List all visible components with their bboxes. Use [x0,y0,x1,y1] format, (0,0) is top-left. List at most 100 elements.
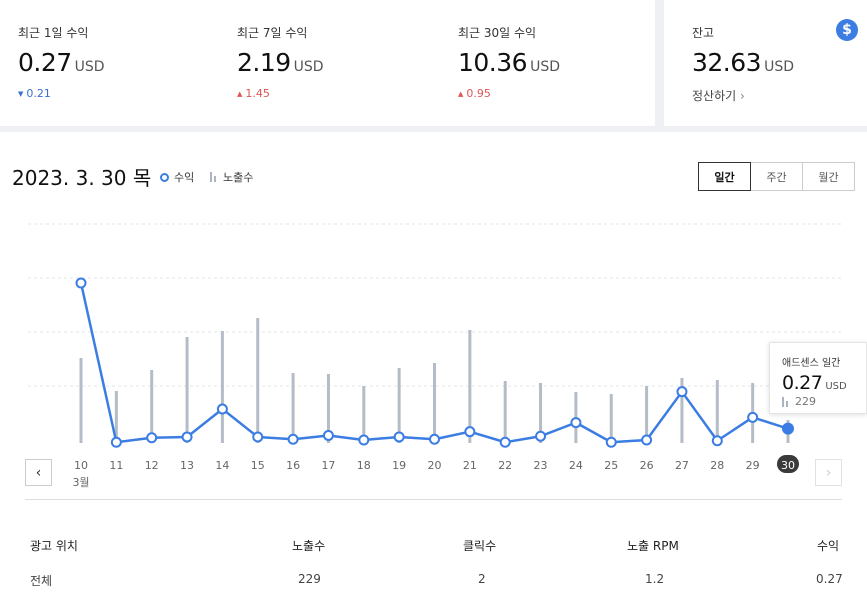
stat-unit: USD [293,59,324,75]
stat-label: 최근 1일 수익 [18,26,89,40]
x-tick-label: 11 [109,459,123,472]
x-tick-label: 10 [74,459,88,472]
table-cell: 1.2 [645,572,665,586]
revenue-chart: 10 11 12 13 14 15 16 17 18 19 20 21 22 23 24 25 26 27 28 29… [28,223,842,489]
column-header: 수익 [817,539,840,553]
column-header: 광고 위치 [30,539,78,553]
dollar-icon: $ [836,19,858,41]
x-tick-label: 25 [604,459,618,472]
settle-link-label: 정산하기 [692,89,737,103]
column-header: 노출수 [292,539,326,553]
revenue-point [322,429,334,441]
x-tick-label: 12 [145,459,159,472]
revenue-legend-icon [160,172,169,182]
stat-delta: 1.45 [245,87,270,100]
summary-area: 최근 1일 수익 0.27 USD ▼ 0.21 최근 7일 수익 2.19 USD … [0,0,867,132]
balance-card: 잔고 32.63 USD 정산하기 › [664,0,867,126]
x-tick-label: 15 [251,459,265,472]
revenue-point [429,433,440,445]
stat-label: 최근 7일 수익 [237,26,308,40]
stat-label: 최근 30일 수익 [458,26,537,40]
x-tick-label: 29 [746,459,760,472]
tooltip-impressions: 229 [795,395,816,408]
revenue-point [358,434,370,446]
revenue-point [181,431,193,443]
tooltip-unit: USD [825,381,847,392]
revenue-point [782,422,794,435]
tooltip-value: 0.27 [782,372,823,394]
revenue-point [641,434,653,446]
legend-impressions-label: 노출수 [223,171,254,184]
up-triangle-icon: ▲ [458,90,464,98]
tooltip-title: 애드센스 일간 [782,358,841,369]
bar-legend-icon [210,172,218,182]
revenue-point [252,431,264,443]
bar-legend-icon [782,396,790,407]
date-heading: 2023. 3. 30 목 [12,166,152,190]
stat-unit: USD [530,59,560,75]
revenue-point [110,436,122,448]
x-tick-label: 26 [640,459,654,472]
x-tick-label: 19 [392,459,406,472]
revenue-point [287,433,299,445]
chart-tooltip: 애드센스 일간 0.27 USD 229 [769,342,867,414]
x-tick-label: 30 [781,459,795,472]
revenue-point [711,435,723,447]
revenue-point [216,403,228,415]
table-cell: 전체 [30,574,53,588]
next-button[interactable]: › [815,459,842,486]
table-cell: 229 [298,572,321,586]
x-tick-label: 22 [498,459,512,472]
down-triangle-icon: ▼ [18,90,24,98]
settle-link[interactable]: 정산하기 › [692,87,745,104]
revenue-point [75,277,87,289]
x-month-label: 3월 [72,476,89,489]
legend-revenue-label: 수익 [174,171,195,184]
revenue-point [570,417,582,429]
x-tick-label: 21 [463,459,477,472]
x-tick-label: 23 [534,459,548,472]
balance-unit: USD [764,59,794,75]
table-cell: 2 [478,572,486,586]
revenue-point [464,426,476,438]
revenue-point [676,386,688,398]
chevron-left-icon: ‹ [35,464,42,481]
x-tick-label: 16 [286,459,300,472]
column-header: 클릭수 [463,539,497,553]
x-tick-label: 27 [675,459,689,472]
column-header: 노출 RPM [627,539,679,553]
balance-label: 잔고 [692,26,715,40]
x-tick-label: 18 [357,459,371,472]
tab-monthly[interactable]: 월간 [802,162,855,191]
x-tick-label: 28 [710,459,724,472]
x-tick-label: 20 [428,459,442,472]
x-tick-label: 24 [569,459,583,472]
x-tick-label: 17 [321,459,335,472]
stat-value: 2.19 [237,48,291,77]
balance-value: 32.63 [692,48,762,77]
up-triangle-icon: ▲ [237,90,243,98]
stat-value: 10.36 [458,48,528,77]
revenue-point [747,411,759,423]
revenue-summary-card: 최근 1일 수익 0.27 USD ▼ 0.21 최근 7일 수익 2.19 USD … [0,0,655,126]
chevron-right-icon: › [740,89,745,103]
stat-unit: USD [74,59,105,75]
x-tick-label: 14 [215,459,229,472]
chevron-right-icon: › [825,464,832,481]
revenue-point [605,436,617,448]
legend-revenue: 수익 [160,169,194,185]
stat-delta: 0.21 [26,87,51,100]
revenue-point [535,430,547,442]
legend-impressions: 노출수 [210,169,253,185]
revenue-point [499,436,511,448]
tab-weekly[interactable]: 주간 [750,162,803,191]
stat-delta: 0.95 [466,87,491,100]
x-tick-label: 13 [180,459,194,472]
period-toggle: 일간 주간 월간 [698,162,855,191]
prev-button[interactable]: ‹ [25,459,52,486]
divider [25,499,842,500]
revenue-point [146,432,158,444]
tab-daily[interactable]: 일간 [698,162,751,191]
selected-date-badge [777,455,799,473]
stat-value: 0.27 [18,48,72,77]
